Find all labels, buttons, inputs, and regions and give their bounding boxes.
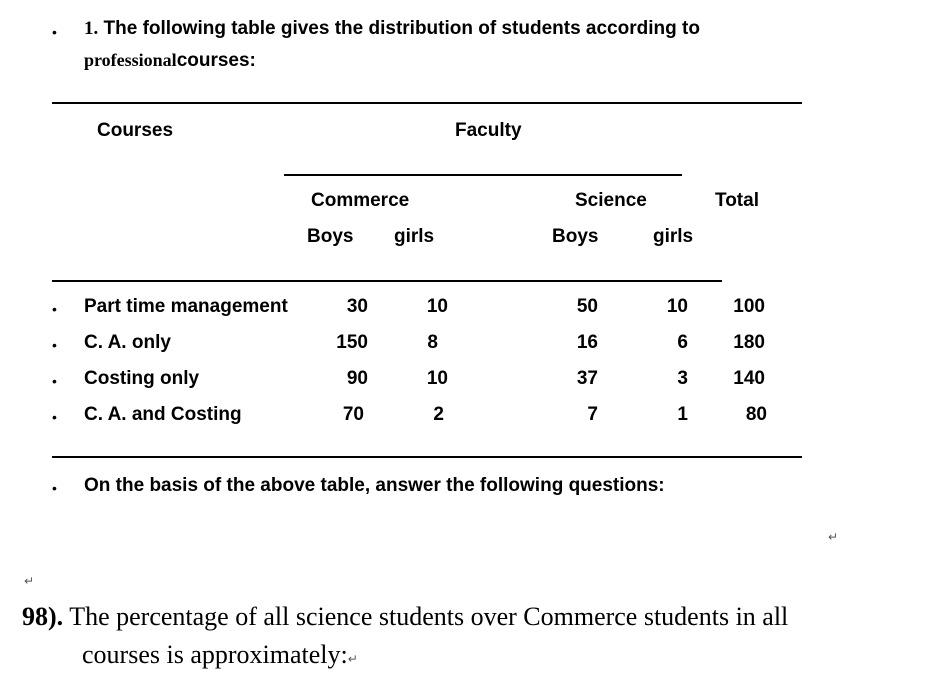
faculty-rule — [284, 174, 682, 176]
row-bullet: • — [52, 301, 57, 317]
paragraph-mark: ↵ — [24, 574, 35, 588]
row-total: 80 — [745, 404, 767, 425]
row-commerce-girls: 10 — [426, 296, 448, 317]
intro-line-1: 1. The following table gives the distrib… — [84, 18, 700, 40]
intro-line-2: professionalcourses: — [84, 50, 256, 72]
commerce-girls-header: girls — [394, 226, 435, 247]
instruction-bullet: • — [52, 480, 57, 496]
row-science-girls: 6 — [677, 332, 688, 353]
science-boys-header: Boys — [552, 226, 599, 247]
row-commerce-girls: 2 — [433, 404, 444, 425]
question-text-2: courses is approximately: — [82, 640, 348, 669]
row-course: C. A. only — [84, 332, 171, 353]
row-course: C. A. and Costing — [84, 404, 242, 425]
row-course: Costing only — [84, 368, 200, 389]
science-girls-header: girls — [653, 226, 694, 247]
row-commerce-girls: 8 — [427, 332, 438, 353]
question-line-2: courses is approximately:↵ — [82, 640, 358, 670]
row-total: 180 — [733, 332, 765, 353]
row-science-boys: 16 — [576, 332, 598, 353]
row-bullet: • — [52, 373, 57, 389]
row-commerce-boys: 90 — [346, 368, 368, 389]
row-course: Part time management — [84, 296, 288, 317]
science-header: Science — [575, 190, 647, 211]
commerce-boys-header: Boys — [307, 226, 354, 247]
intro-number: 1. — [84, 18, 99, 39]
commerce-header: Commerce — [311, 190, 410, 211]
row-science-boys: 50 — [576, 296, 598, 317]
row-science-girls: 1 — [677, 404, 688, 425]
table-bottom-rule — [52, 456, 802, 458]
intro-text-1: The following table gives the distributi… — [103, 18, 700, 39]
row-bullet: • — [52, 337, 57, 353]
row-science-girls: 3 — [677, 368, 688, 389]
intro-courses: courses: — [176, 50, 256, 71]
row-commerce-boys: 30 — [346, 296, 368, 317]
intro-bullet: • — [52, 24, 57, 40]
question-line-1: 98). The percentage of all science stude… — [22, 602, 788, 632]
row-bullet: • — [52, 409, 57, 425]
row-total: 140 — [733, 368, 765, 389]
row-total: 100 — [733, 296, 765, 317]
header-bottom-rule — [52, 280, 722, 282]
row-commerce-girls: 10 — [426, 368, 448, 389]
paragraph-mark: ↵ — [347, 652, 358, 666]
instruction-text: On the basis of the above table, answer … — [84, 475, 665, 496]
row-science-boys: 7 — [587, 404, 598, 425]
faculty-header: Faculty — [455, 120, 522, 141]
courses-header: Courses — [97, 120, 174, 141]
row-commerce-boys: 150 — [336, 332, 368, 353]
question-number: 98). — [22, 602, 64, 631]
total-header: Total — [715, 190, 759, 211]
row-science-boys: 37 — [576, 368, 598, 389]
question-text-1: The percentage of all science students o… — [69, 602, 789, 631]
table-top-rule — [52, 102, 802, 104]
row-commerce-boys: 70 — [342, 404, 364, 425]
intro-professional: professional — [84, 50, 177, 70]
paragraph-mark: ↵ — [828, 530, 839, 544]
row-science-girls: 10 — [666, 296, 688, 317]
